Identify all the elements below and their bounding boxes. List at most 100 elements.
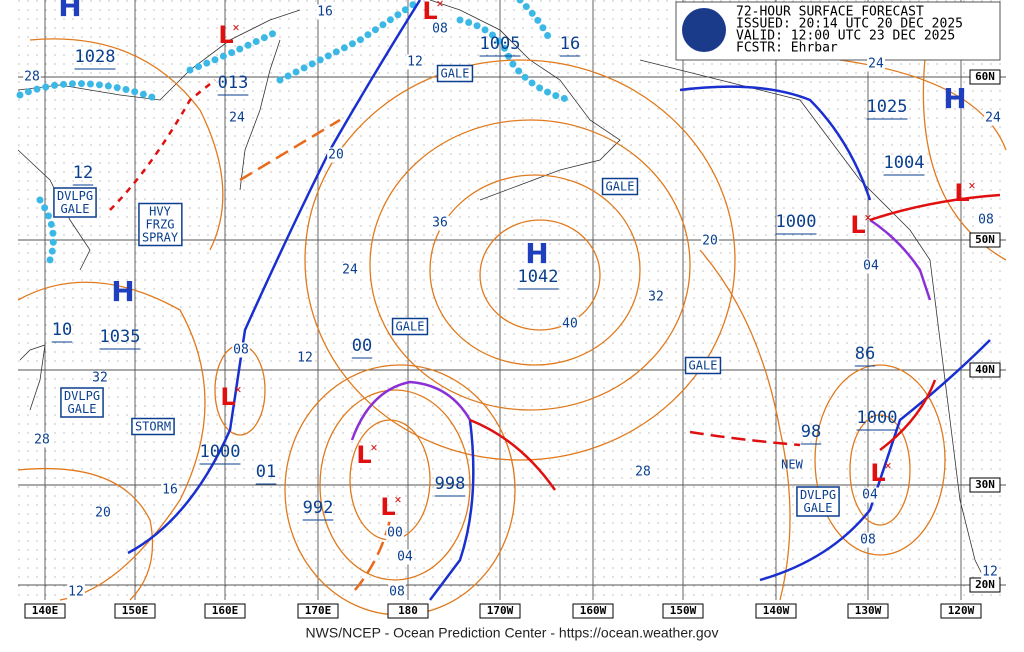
isobar-label-bg — [316, 4, 334, 20]
latitude-box — [969, 69, 1001, 85]
latitude-labels: 60N 50N 40N 30N 20N — [969, 69, 1001, 593]
isobar-label: 08 — [860, 533, 876, 548]
note-label: NEW — [781, 458, 803, 472]
low-x: × — [436, 0, 443, 11]
longitude-label: 160E — [212, 604, 239, 617]
warning-text: GALE — [396, 320, 425, 334]
low-center: L — [356, 441, 371, 469]
warning-text: DVLPG — [64, 389, 100, 403]
longitude-labels: 140E 150E 160E 170E 180 170W 160W 150W 140W 130W 1… — [24, 603, 982, 619]
header-forecaster: FCSTR: Ehrbar — [736, 41, 838, 56]
latitude-box — [969, 232, 1001, 248]
warning-label: GALE — [684, 356, 722, 375]
central-pressure: 86 — [855, 344, 875, 364]
isobar-label-bg — [388, 584, 406, 600]
warning-box — [684, 356, 722, 375]
noaa-logo — [682, 8, 726, 52]
high-center: H — [111, 275, 134, 308]
central-pressure: 98 — [801, 422, 821, 442]
longitude-box — [755, 603, 797, 619]
isobar-label-bg — [634, 464, 652, 480]
warning-text: GALE — [804, 501, 833, 515]
isobar-label-bg — [647, 289, 665, 305]
warning-box — [436, 64, 474, 83]
high-center: H — [58, 0, 81, 23]
header-box — [675, 1, 1001, 61]
low-x: × — [394, 493, 401, 507]
isobar-label-bg — [701, 233, 719, 249]
warning-text: DVLPG — [800, 488, 836, 502]
isobar-label-bg — [91, 370, 109, 386]
longitude-box — [572, 603, 614, 619]
header-valid: VALID: 12:00 UTC 23 DEC 2025 — [736, 29, 955, 44]
longitude-box — [940, 603, 982, 619]
isobar-label: 20 — [328, 148, 344, 163]
isobar-label-bg — [296, 350, 314, 366]
latitude-label: 60N — [975, 70, 995, 83]
warning-box — [601, 177, 639, 196]
isobar-label: 12 — [68, 585, 84, 600]
footer-credit: NWS/NCEP - Ocean Prediction Center - htt… — [306, 625, 719, 641]
isobar-label-bg — [228, 110, 246, 126]
central-pressure: 992 — [303, 498, 334, 518]
isobar-label-bg — [23, 69, 41, 85]
central-pressure: 1025 — [867, 97, 908, 117]
central-pressure: 1000 — [200, 442, 241, 462]
central-pressure: 01 — [256, 462, 276, 482]
longitude-label: 170E — [305, 604, 332, 617]
warning-text: GALE — [606, 180, 635, 194]
central-pressure: 1005 — [480, 34, 521, 54]
isobar-label-bg — [94, 505, 112, 521]
isobar-label: 28 — [34, 433, 50, 448]
longitude-box — [387, 603, 429, 619]
isobar-label: 08 — [233, 343, 249, 358]
header-title: 72-HOUR SURFACE FORECAST — [736, 5, 924, 20]
isobar-label: 00 — [387, 526, 403, 541]
low-x: × — [968, 179, 975, 193]
grid-dots — [18, 0, 1006, 600]
longitude-box — [479, 603, 521, 619]
longitude-label: 150E — [122, 604, 149, 617]
header: 72-HOUR SURFACE FORECAST ISSUED: 20:14 U… — [675, 1, 1001, 61]
low-center: L — [220, 383, 235, 411]
latitude-box — [969, 477, 1001, 493]
isobar-label-bg — [232, 342, 250, 358]
longitude-label: 150W — [670, 604, 697, 617]
isobar-label: 28 — [635, 465, 651, 480]
low-x: × — [884, 459, 891, 473]
isobar-label: 32 — [92, 371, 108, 386]
central-pressure: 00 — [352, 336, 372, 356]
central-pressure: 1000 — [857, 408, 898, 428]
isobar-label: 24 — [985, 111, 1001, 126]
low-center: L — [954, 179, 969, 207]
warning-box — [53, 187, 97, 218]
low-x: × — [370, 441, 377, 455]
isobar-label: 16 — [317, 5, 333, 20]
low-center: L — [870, 459, 885, 487]
isobar-label: 08 — [432, 22, 448, 37]
isobar-label-bg — [981, 564, 999, 580]
longitude-label: 140W — [763, 604, 790, 617]
warning-text: SPRAY — [142, 231, 179, 245]
warning-text: DVLPG — [57, 189, 93, 203]
isobar-label-bg — [867, 56, 885, 72]
longitude-label: 180 — [398, 604, 418, 617]
low-center: L — [380, 493, 395, 521]
isobar-label: 20 — [702, 234, 718, 249]
isobar-label-bg — [67, 584, 85, 600]
isobar-label-bg — [406, 54, 424, 70]
warning-text: GALE — [68, 402, 97, 416]
longitude-label: 120W — [948, 604, 975, 617]
isobar-label-bg — [431, 21, 449, 37]
isobar-label-bg — [431, 215, 449, 231]
central-pressure: 16 — [560, 34, 580, 54]
isobar-label: 08 — [978, 213, 994, 228]
isobar-label: 12 — [407, 55, 423, 70]
latitude-label: 40N — [975, 363, 995, 376]
warning-label: STORM — [131, 417, 175, 436]
warning-text: HVY — [149, 205, 171, 219]
central-pressure: 1000 — [776, 212, 817, 232]
latitude-label: 20N — [975, 578, 995, 591]
